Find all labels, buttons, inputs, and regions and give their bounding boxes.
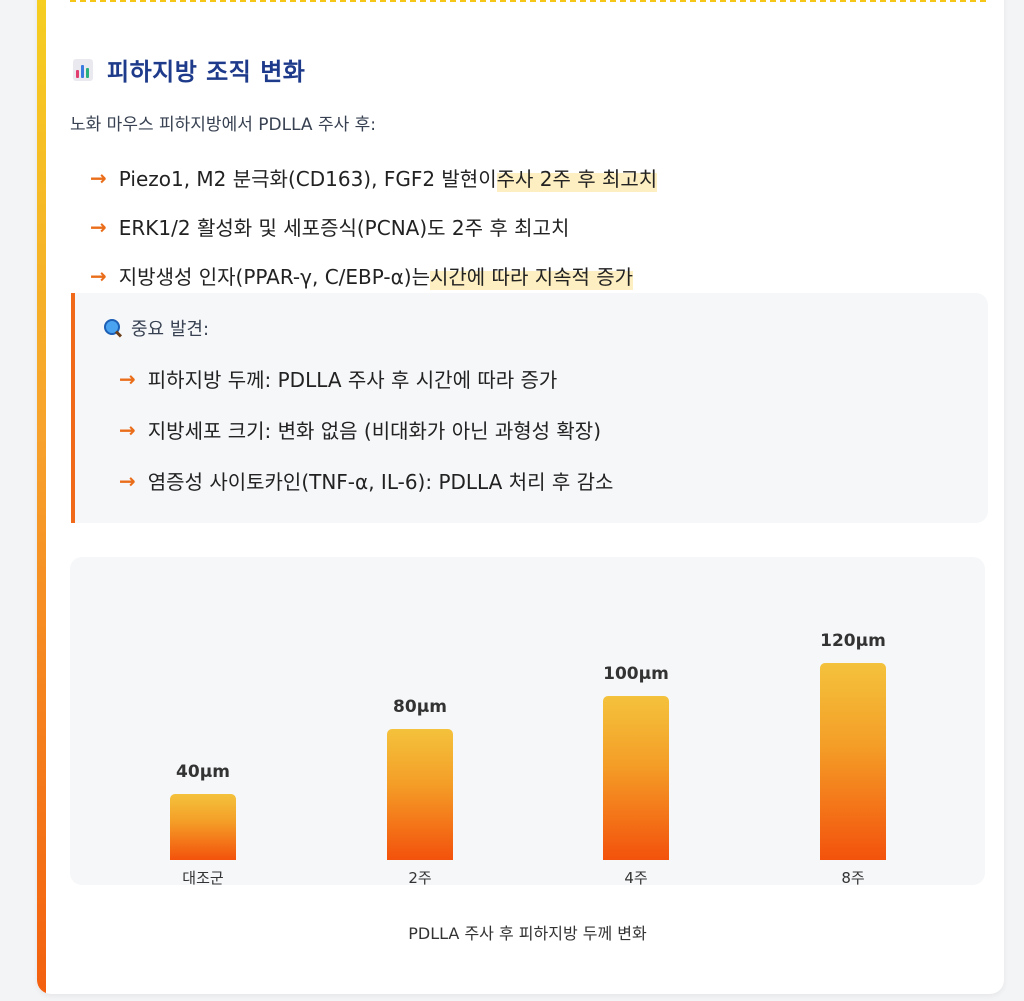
bar-group: 120μm: [820, 631, 886, 860]
list-item-text: 피하지방 두께: PDLLA 주사 후 시간에 따라 증가: [147, 368, 558, 392]
list-item: → 피하지방 두께: PDLLA 주사 후 시간에 따라 증가: [119, 353, 613, 404]
key-points-list: → Piezo1, M2 분극화(CD163), FGF2 발현이 주사 2주 …: [90, 153, 658, 300]
arrow-right-icon: →: [90, 165, 107, 190]
bar-value-label: 120μm: [820, 631, 886, 651]
highlight-text: 주사 2주 후 최고치: [496, 163, 658, 192]
arrow-right-icon: →: [90, 214, 107, 239]
bar: [820, 663, 886, 860]
bar-group: 80μm: [387, 697, 453, 860]
arrow-right-icon: →: [119, 417, 136, 442]
bar-value-label: 100μm: [603, 664, 669, 684]
magnifying-glass-icon: [103, 318, 123, 338]
list-item: → 염증성 사이토카인(TNF-α, IL-6): PDLLA 처리 후 감소: [119, 455, 613, 506]
finding-heading: 중요 발견:: [131, 319, 210, 340]
accent-bar: [37, 0, 46, 994]
arrow-right-icon: →: [119, 468, 136, 493]
list-item-text: ERK1/2 활성화 및 세포증식(PCNA)도 2주 후 최고치: [118, 216, 570, 240]
list-item: → ERK1/2 활성화 및 세포증식(PCNA)도 2주 후 최고치: [90, 202, 657, 251]
section-title: 피하지방 조직 변화: [107, 58, 306, 86]
bar-group: 100μm: [603, 664, 669, 860]
section-header: 피하지방 조직 변화: [73, 52, 305, 87]
category-label: 4주: [624, 869, 648, 887]
list-item-text: 지방생성 인자(PPAR-γ, C/EBP-α)는: [118, 265, 430, 289]
finding-list: → 피하지방 두께: PDLLA 주사 후 시간에 따라 증가 → 지방세포 크…: [119, 353, 613, 506]
bar: [387, 729, 453, 860]
bar: [603, 696, 669, 860]
category-label: 8주: [841, 869, 865, 887]
bar-value-label: 80μm: [393, 697, 447, 717]
arrow-right-icon: →: [119, 366, 136, 391]
intro-text: 노화 마우스 피하지방에서 PDLLA 주사 후:: [70, 115, 377, 135]
bar-value-label: 40μm: [176, 762, 230, 782]
content-card: 피하지방 조직 변화 노화 마우스 피하지방에서 PDLLA 주사 후: → P…: [37, 0, 1004, 994]
dashed-divider: [70, 0, 986, 2]
list-item-text: Piezo1, M2 분극화(CD163), FGF2 발현이: [118, 167, 497, 191]
bar: [170, 794, 236, 860]
arrow-right-icon: →: [90, 263, 107, 288]
category-label: 2주: [408, 869, 432, 887]
bar-group: 40μm: [170, 762, 236, 860]
category-label: 대조군: [182, 869, 224, 887]
finding-header: 중요 발견:: [103, 315, 209, 341]
bar-chart: 40μm 대조군 80μm 2주 100μm 4주 120μm 8주: [70, 557, 985, 887]
list-item: → 지방생성 인자(PPAR-γ, C/EBP-α)는 시간에 따라 지속적 증…: [90, 251, 657, 300]
list-item: → Piezo1, M2 분극화(CD163), FGF2 발현이 주사 2주 …: [90, 153, 658, 202]
key-finding-box: 중요 발견: → 피하지방 두께: PDLLA 주사 후 시간에 따라 증가 →…: [71, 293, 988, 523]
highlight-text: 시간에 따라 지속적 증가: [430, 261, 634, 290]
chart-caption: PDLLA 주사 후 피하지방 두께 변화: [408, 924, 647, 943]
bar-chart-icon: [73, 58, 93, 81]
list-item: → 지방세포 크기: 변화 없음 (비대화가 아닌 과형성 확장): [119, 404, 613, 455]
list-item-text: 지방세포 크기: 변화 없음 (비대화가 아닌 과형성 확장): [147, 419, 602, 443]
list-item-text: 염증성 사이토카인(TNF-α, IL-6): PDLLA 처리 후 감소: [147, 470, 614, 494]
